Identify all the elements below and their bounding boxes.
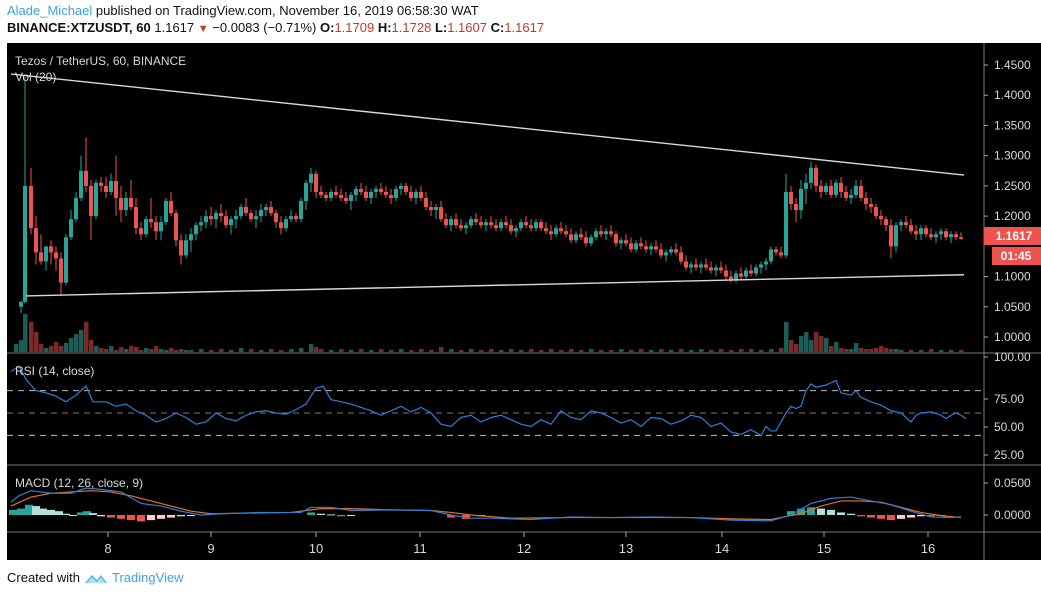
upper-descending-trendline[interactable]: [10, 73, 965, 176]
svg-text:1.4000: 1.4000: [994, 88, 1031, 102]
rsi-title: RSI (14, close): [15, 364, 94, 378]
svg-text:16: 16: [921, 541, 935, 556]
trendlines[interactable]: [10, 73, 965, 297]
svg-text:1.2000: 1.2000: [994, 209, 1031, 223]
low-value: 1.1607: [447, 20, 487, 35]
lower-ascending-trendline[interactable]: [25, 274, 965, 297]
svg-text:11: 11: [413, 541, 427, 556]
svg-text:9: 9: [207, 541, 214, 556]
countdown-badge: [992, 247, 1041, 265]
author-link[interactable]: Alade_Michael: [7, 3, 93, 18]
last-price-badge: [984, 227, 1041, 245]
chart-canvas[interactable]: 1.4500 1.4000 1.3500 1.3000 1.2500 1.2000 1.10…: [7, 43, 1041, 560]
svg-text:15: 15: [817, 541, 831, 556]
svg-text:1.0500: 1.0500: [994, 300, 1031, 314]
svg-text:25.00: 25.00: [994, 448, 1024, 462]
axes: 1.4500 1.4000 1.3500 1.3000 1.2500 1.2000 1.10…: [104, 58, 1031, 556]
symbol-info: BINANCE:XTZUSDT, 60 1.1617 ▼ −0.0083 (−0…: [7, 20, 544, 35]
price-pane-title: Tezos / TetherUS, 60, BINANCE: [15, 54, 186, 68]
close-value: 1.1617: [504, 20, 545, 35]
macd-indicator: [9, 487, 962, 522]
tradingview-link[interactable]: TradingView: [111, 570, 184, 585]
svg-text:100.00: 100.00: [994, 350, 1031, 364]
svg-text:8: 8: [104, 541, 111, 556]
countdown-text: 01:45: [1001, 249, 1032, 263]
svg-text:50.00: 50.00: [994, 420, 1024, 434]
rsi-indicator: [7, 365, 984, 437]
svg-text:1.3000: 1.3000: [994, 149, 1031, 163]
svg-text:12: 12: [517, 541, 531, 556]
svg-text:0.0000: 0.0000: [994, 508, 1031, 522]
candlesticks: [19, 77, 963, 313]
svg-text:1.1000: 1.1000: [994, 270, 1031, 284]
triangle-down-icon: ▼: [197, 23, 209, 35]
tradingview-logo-icon: [84, 574, 107, 583]
open-label: O:: [319, 20, 335, 35]
svg-text:13: 13: [619, 541, 633, 556]
published-text: published on TradingView.com, November 1…: [92, 3, 479, 18]
svg-text:1.4500: 1.4500: [994, 58, 1031, 72]
publish-info: Alade_Michael published on TradingView.c…: [7, 3, 479, 18]
svg-text:0.0500: 0.0500: [994, 476, 1031, 490]
last-price: 1.1617: [154, 20, 195, 35]
created-with-text: Created with: [7, 570, 80, 585]
close-label: C:: [490, 20, 505, 35]
footer: Created with TradingView: [7, 570, 184, 585]
open-value: 1.1709: [334, 20, 375, 35]
last-price-badge-text: 1.1617: [996, 229, 1033, 243]
volume-bars: [14, 314, 964, 352]
svg-text:1.3500: 1.3500: [994, 118, 1031, 132]
svg-text:14: 14: [715, 541, 729, 556]
low-label: L:: [434, 20, 448, 35]
svg-text:1.0000: 1.0000: [994, 330, 1031, 344]
macd-title: MACD (12, 26, close, 9): [15, 476, 143, 490]
svg-text:1.2500: 1.2500: [994, 179, 1031, 193]
chart-svg[interactable]: 1.4500 1.4000 1.3500 1.3000 1.2500 1.2000 1.10…: [7, 43, 1041, 560]
high-value: 1.1728: [391, 20, 432, 35]
price-change: −0.0083 (−0.71%): [212, 20, 317, 35]
svg-text:75.00: 75.00: [994, 392, 1024, 406]
svg-text:10: 10: [309, 541, 323, 556]
high-label: H:: [377, 20, 392, 35]
volume-title: Vol (20): [15, 70, 56, 84]
symbol-label: BINANCE:XTZUSDT, 60: [7, 20, 151, 35]
